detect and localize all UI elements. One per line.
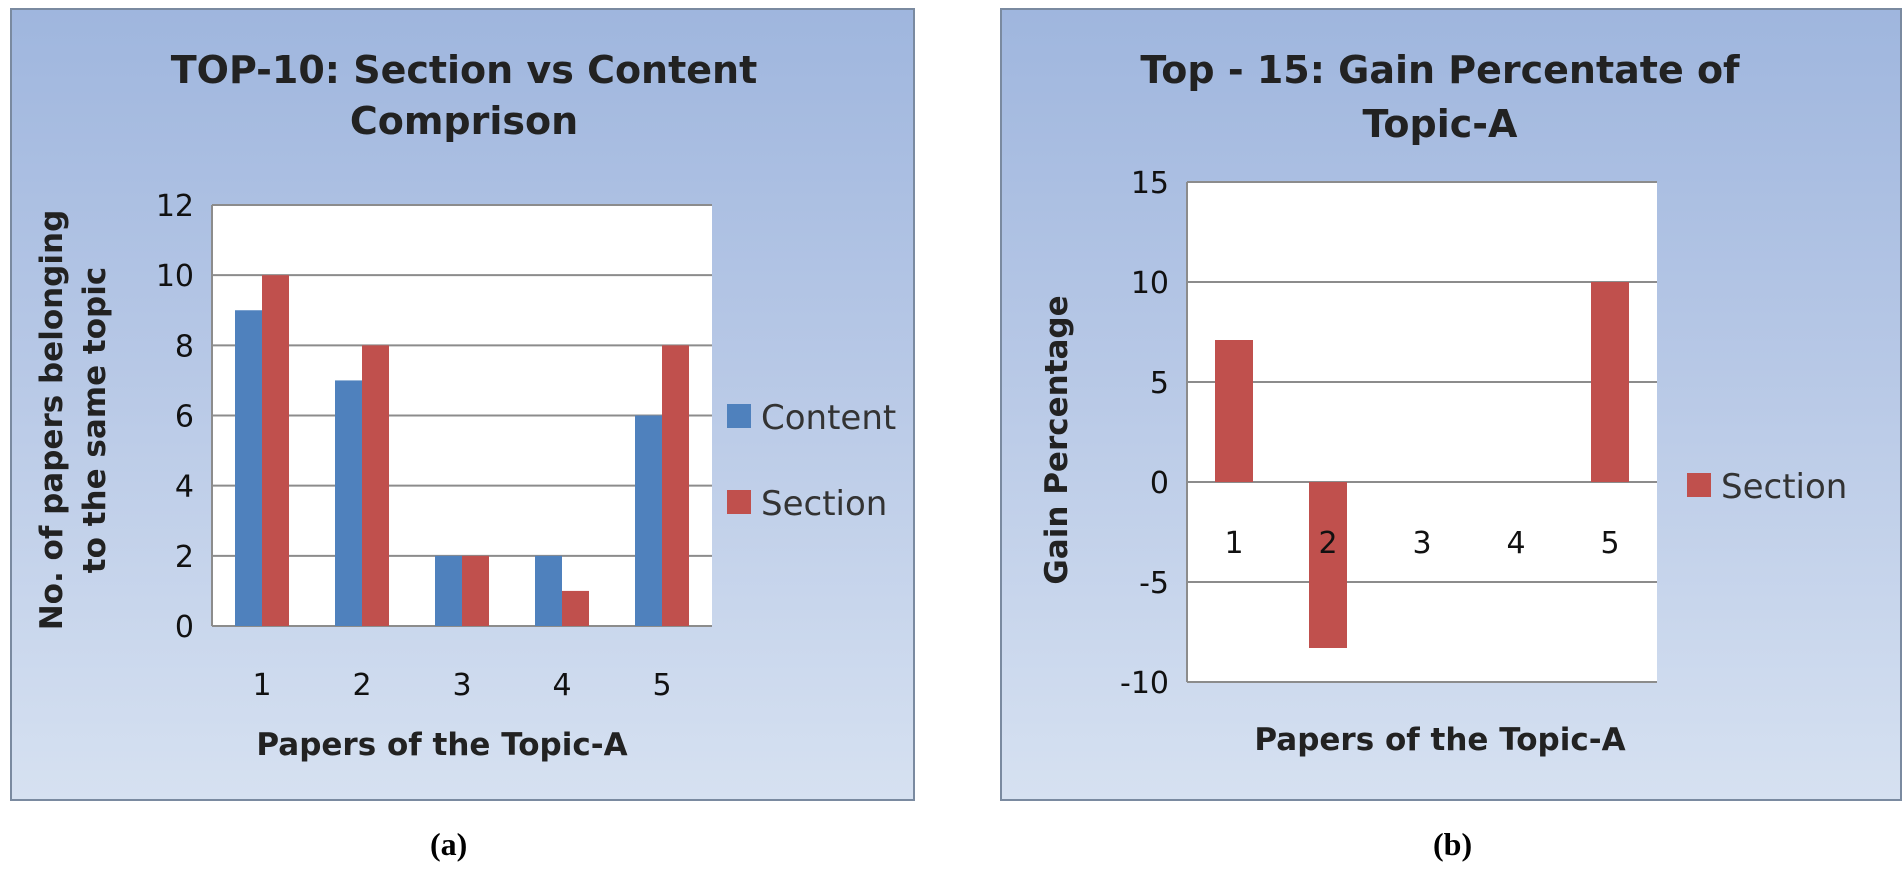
chart-b-plot: -10 -5 0 5 10 15 1 2 3 4 5 [1120,166,1657,701]
chart-a-xtick-label: 5 [652,668,671,703]
chart-a-ytick-label: 10 [156,259,194,294]
chart-b-bar-section-2 [1309,482,1347,648]
chart-a-bar-section-1 [262,275,289,626]
chart-b-xtick-label: 3 [1412,526,1431,561]
caption-a: (a) [430,826,468,862]
chart-b-ytick-label: -10 [1120,666,1169,701]
chart-a-legend: Content Section [727,398,896,524]
chart-b-ytick-label: 0 [1150,466,1169,501]
chart-b-legend-swatch-section [1687,473,1711,497]
chart-a-legend-swatch-section [727,490,751,514]
chart-b-legend: Section [1687,467,1847,507]
chart-b-ytick-label: 5 [1150,366,1169,401]
chart-b-svg: Top - 15: Gain Percentate of Topic-A Gai… [1039,48,1847,758]
chart-a-xtick-label: 4 [552,668,571,703]
chart-a-xtick-label: 3 [452,668,471,703]
chart-b-legend-label-section: Section [1721,467,1847,507]
chart-b-xtick-label: 1 [1224,526,1243,561]
chart-a-bar-content-1 [235,310,262,626]
chart-a-title-line-2: Comprison [350,99,578,143]
caption-b: (b) [1433,826,1473,862]
chart-b-title-line-1: Top - 15: Gain Percentate of [1140,48,1740,92]
chart-b-plot-area [1187,182,1657,682]
chart-a-title-line-1: TOP-10: Section vs Content [171,48,758,92]
chart-a-ylabel-line-1: No. of papers belonging [34,210,70,631]
chart-a-ytick-label: 6 [175,400,194,435]
chart-b-xtick-label: 2 [1318,526,1337,561]
chart-a-bar-section-5 [662,345,689,626]
chart-b-title-line-2: Topic-A [1363,102,1519,146]
chart-b-ytick-label: -5 [1139,566,1169,601]
chart-a-bar-content-5 [635,415,662,626]
chart-a-bar-content-2 [335,380,362,626]
chart-b-xtick-label: 5 [1600,526,1619,561]
chart-b-bar-section-5 [1591,282,1629,482]
chart-a-ytick-label: 2 [175,540,194,575]
chart-b-ytick-label: 10 [1131,266,1169,301]
chart-a-xtick-label: 1 [252,668,271,703]
chart-b-xlabel: Papers of the Topic-A [1254,722,1625,758]
chart-a-legend-label-section: Section [761,484,887,524]
chart-a-bar-section-3 [462,555,489,626]
chart-a-bar-content-3 [435,555,462,626]
chart-a-legend-swatch-content [727,404,751,428]
chart-a-legend-label-content: Content [761,398,896,438]
chart-b-bar-section-1 [1215,340,1253,482]
chart-a-ytick-label: 0 [175,610,194,645]
chart-a-bar-section-4 [562,590,589,626]
chart-a-svg: TOP-10: Section vs Content Comprison No.… [34,48,896,763]
chart-a-ylabel-line-2: to the same topic [77,267,113,573]
chart-b-xtick-label: 4 [1506,526,1525,561]
chart-a-ytick-label: 12 [156,189,194,224]
chart-b-ylabel: Gain Percentage [1039,295,1075,584]
chart-a-ytick-label: 8 [175,329,194,364]
chart-a-xlabel: Papers of the Topic-A [256,727,627,763]
chart-b-ytick-label: 15 [1131,166,1169,201]
chart-a-bar-section-2 [362,345,389,626]
chart-a-bar-content-4 [535,555,562,626]
chart-b-panel: Top - 15: Gain Percentate of Topic-A Gai… [1000,8,1902,801]
chart-a-xtick-label: 2 [352,668,371,703]
chart-a-ytick-label: 4 [175,470,194,505]
chart-a-panel: TOP-10: Section vs Content Comprison No.… [10,8,915,801]
